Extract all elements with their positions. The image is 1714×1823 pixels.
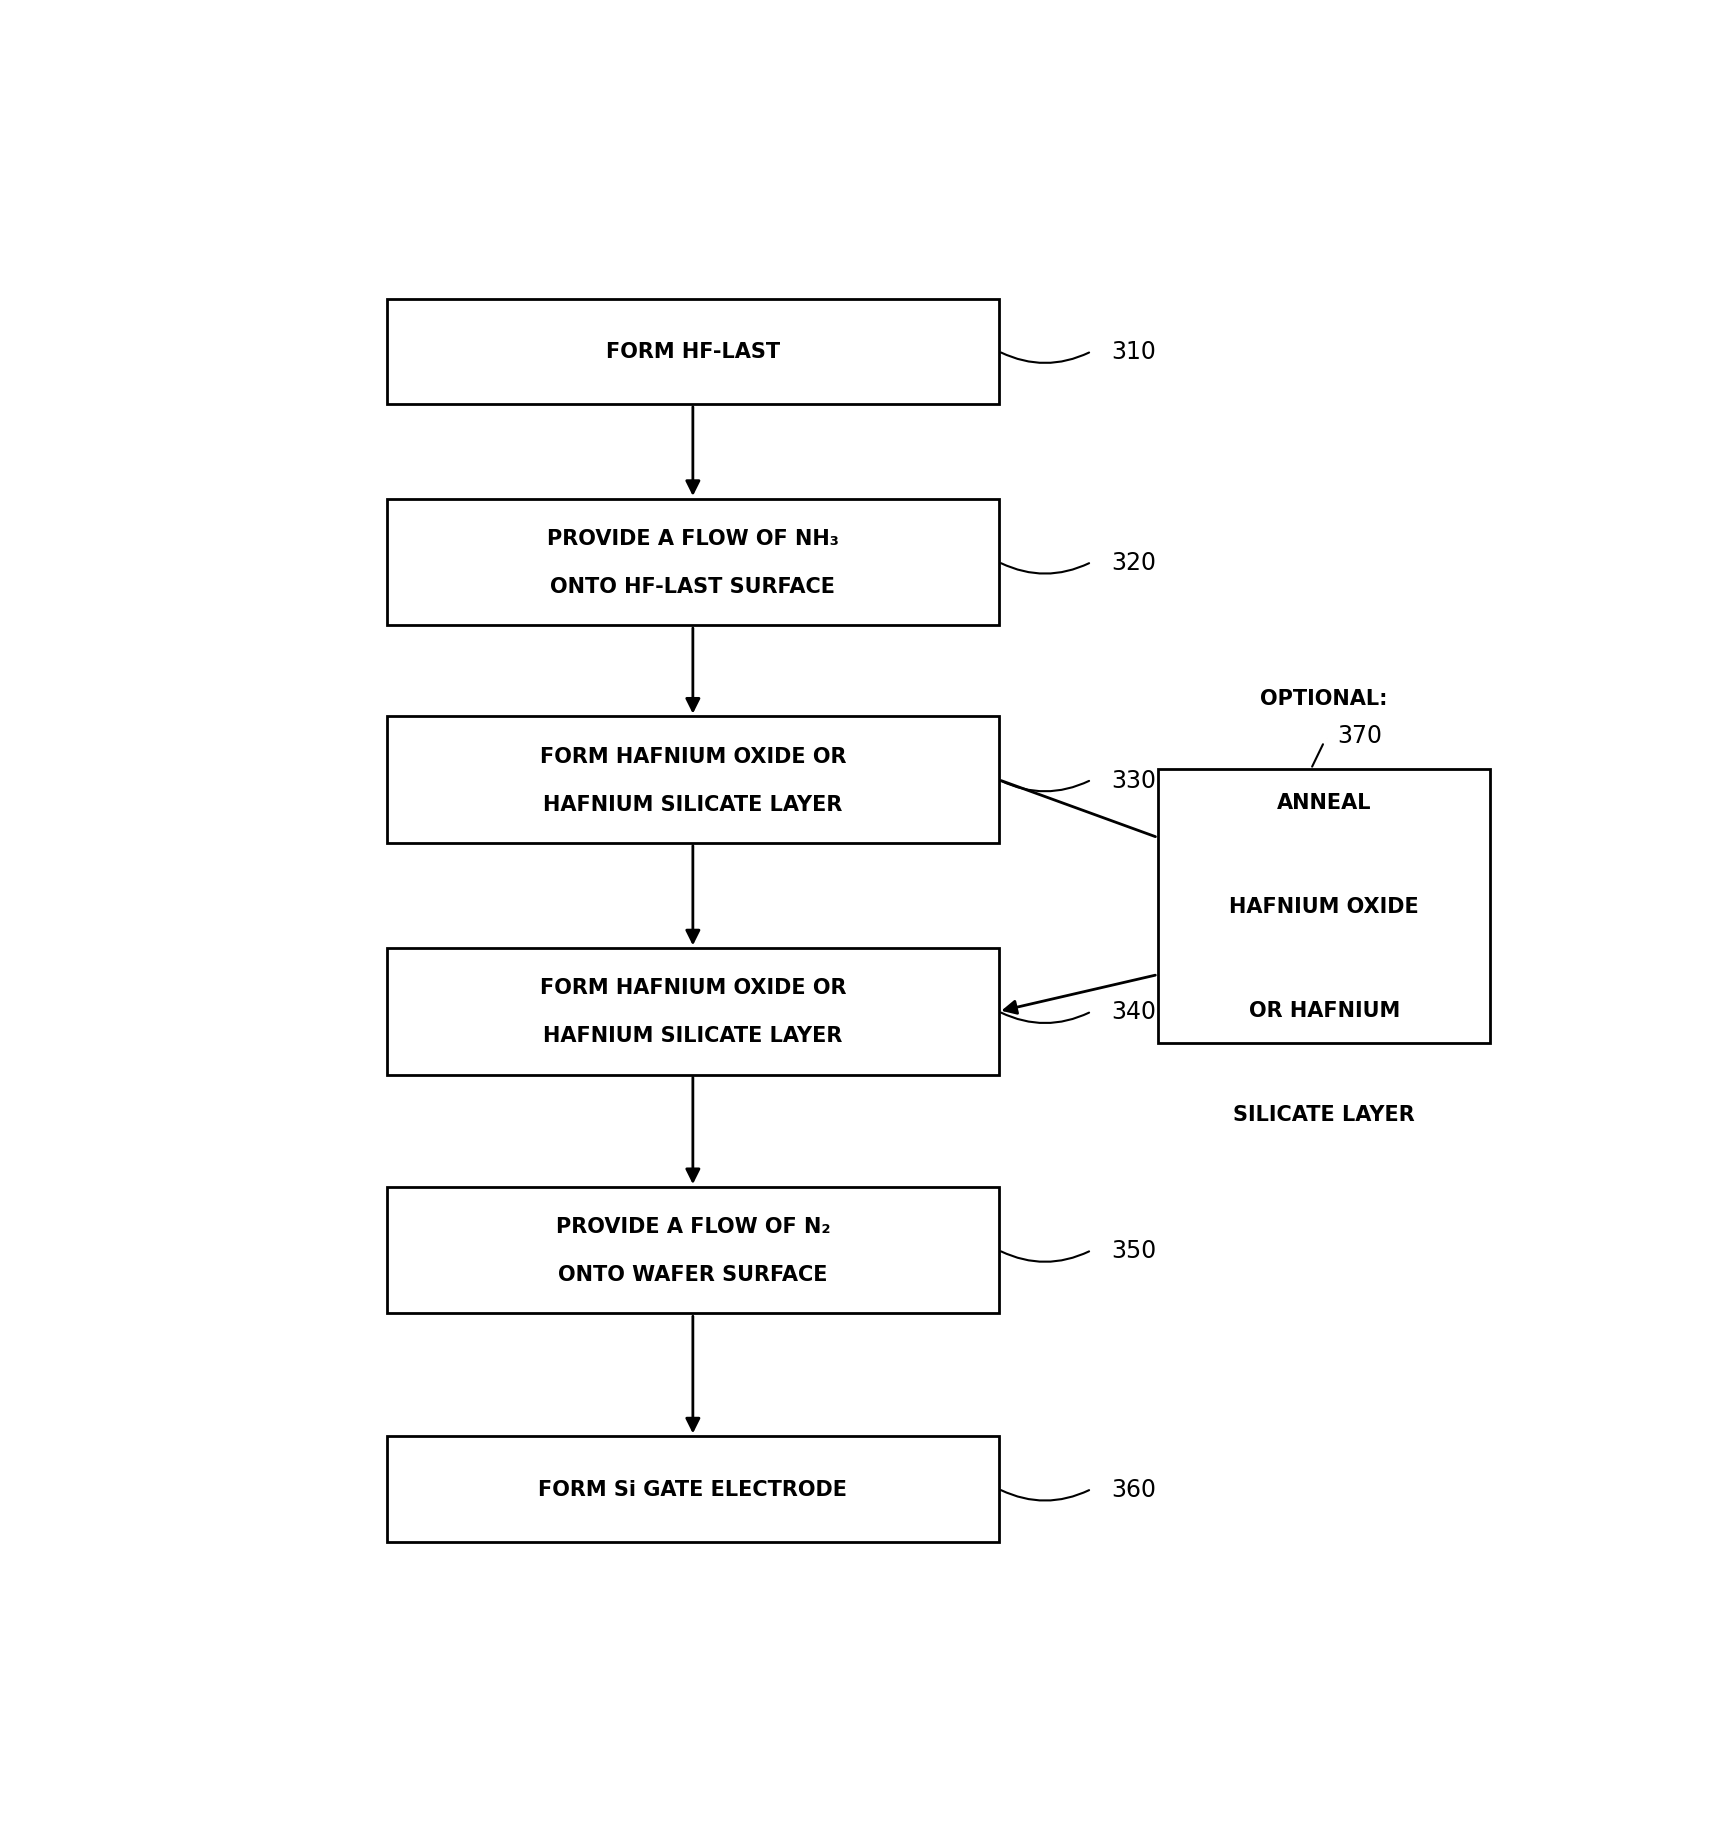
Bar <box>387 299 998 405</box>
Text: OR HAFNIUM: OR HAFNIUM <box>1248 1001 1399 1021</box>
Bar <box>1157 769 1489 1043</box>
Bar <box>387 1187 998 1314</box>
Text: PROVIDE A FLOW OF N₂: PROVIDE A FLOW OF N₂ <box>555 1216 830 1236</box>
Text: PROVIDE A FLOW OF NH₃: PROVIDE A FLOW OF NH₃ <box>547 529 838 549</box>
Text: FORM Si GATE ELECTRODE: FORM Si GATE ELECTRODE <box>538 1478 847 1499</box>
Text: OPTIONAL:: OPTIONAL: <box>1260 689 1387 709</box>
Bar <box>387 716 998 844</box>
Text: ONTO WAFER SURFACE: ONTO WAFER SURFACE <box>557 1265 828 1285</box>
Text: HAFNIUM SILICATE LAYER: HAFNIUM SILICATE LAYER <box>543 1026 842 1046</box>
Text: 310: 310 <box>1111 341 1155 365</box>
Text: ANNEAL: ANNEAL <box>1277 793 1371 813</box>
Text: FORM HAFNIUM OXIDE OR: FORM HAFNIUM OXIDE OR <box>540 746 845 766</box>
Text: FORM HAFNIUM OXIDE OR: FORM HAFNIUM OXIDE OR <box>540 977 845 997</box>
Bar <box>387 948 998 1076</box>
Text: ONTO HF-LAST SURFACE: ONTO HF-LAST SURFACE <box>550 576 835 596</box>
Bar <box>387 500 998 625</box>
Text: SILICATE LAYER: SILICATE LAYER <box>1232 1105 1414 1125</box>
Text: 350: 350 <box>1111 1238 1157 1263</box>
Text: FORM HF-LAST: FORM HF-LAST <box>605 343 780 363</box>
Text: HAFNIUM SILICATE LAYER: HAFNIUM SILICATE LAYER <box>543 795 842 815</box>
Text: 370: 370 <box>1337 724 1381 747</box>
Text: 340: 340 <box>1111 999 1155 1025</box>
Text: HAFNIUM OXIDE: HAFNIUM OXIDE <box>1229 897 1417 917</box>
Bar <box>387 1437 998 1542</box>
Text: 320: 320 <box>1111 551 1155 574</box>
Text: 360: 360 <box>1111 1477 1155 1500</box>
Text: 330: 330 <box>1111 767 1155 793</box>
